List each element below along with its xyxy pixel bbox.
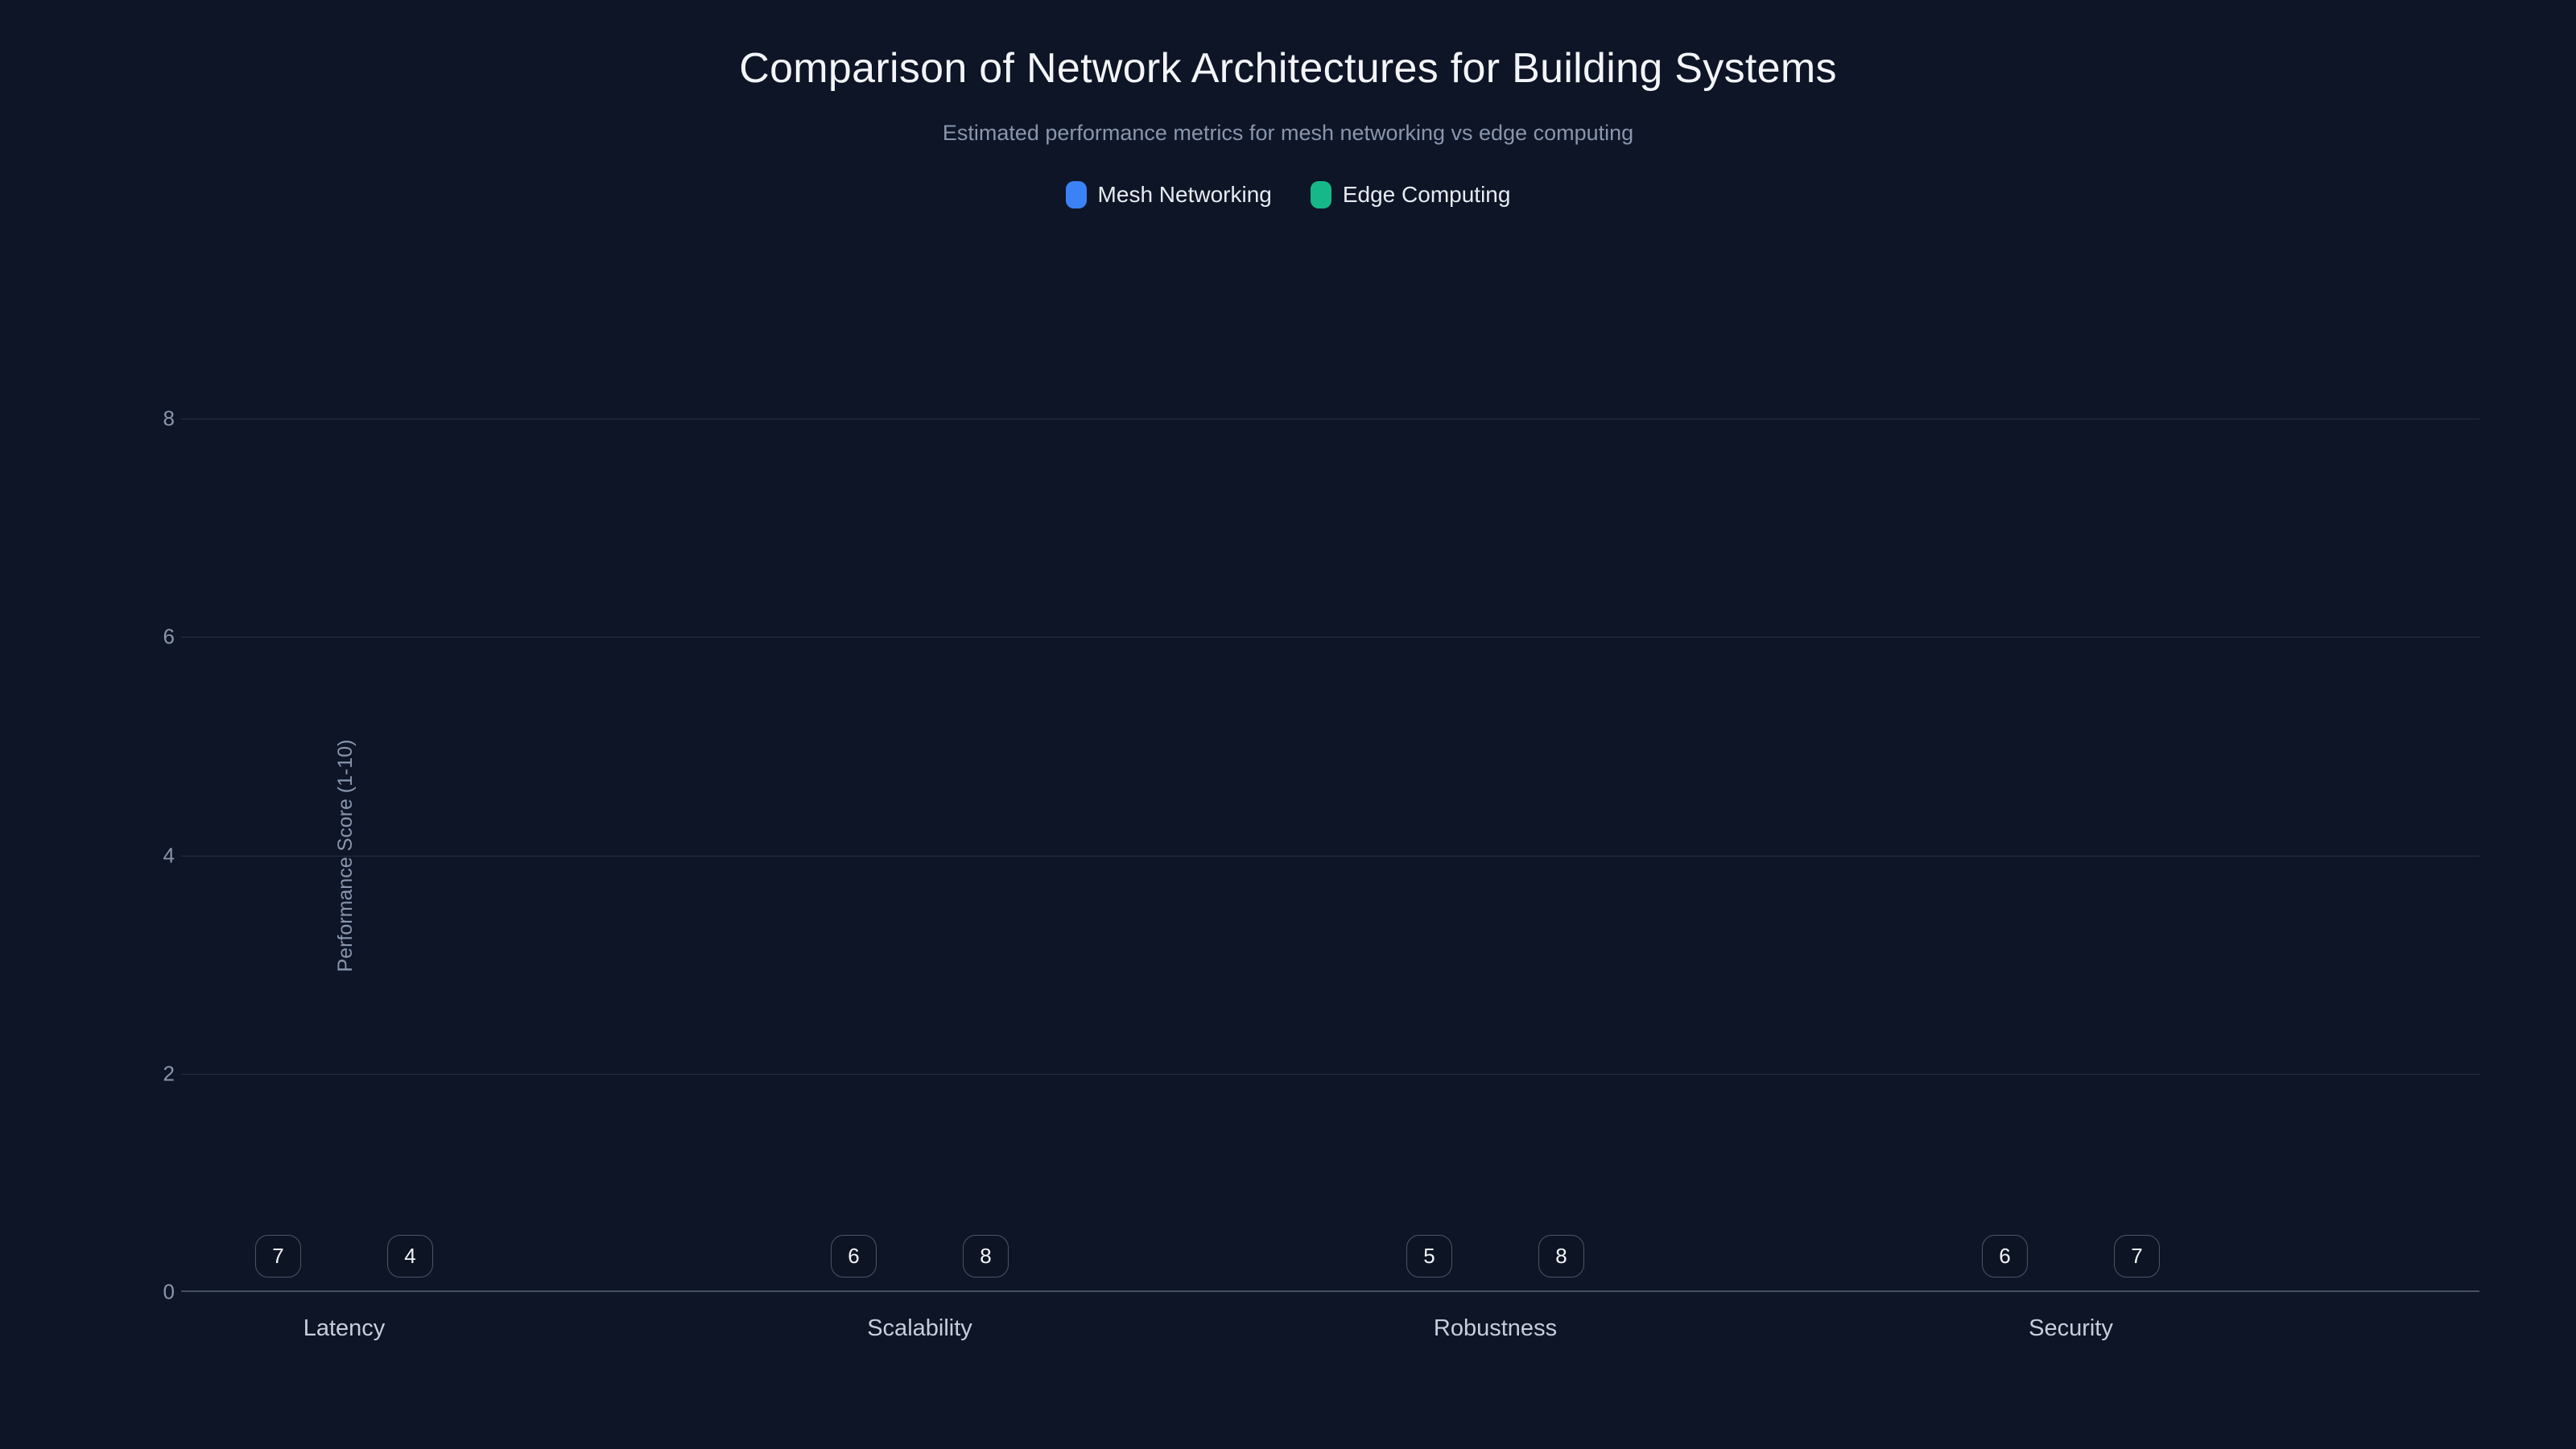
bar-value-robustness-mesh: 5 bbox=[1406, 1235, 1451, 1278]
category-label-robustness: Robustness bbox=[1352, 1315, 1638, 1342]
bar-value-scalability-edge: 8 bbox=[963, 1235, 1008, 1278]
bar-value-security-mesh: 6 bbox=[1982, 1235, 2027, 1278]
chart-subtitle: Estimated performance metrics for mesh n… bbox=[0, 121, 2576, 146]
y-tick-label-6: 6 bbox=[134, 625, 175, 650]
y-axis-title: Performance Score (1-10) bbox=[334, 739, 357, 972]
y-tick-label-2: 2 bbox=[134, 1061, 175, 1086]
legend-swatch-mesh-networking bbox=[1066, 181, 1087, 208]
x-axis-line bbox=[181, 1290, 2479, 1292]
plot-area: 8 6 4 2 0 Performance Score (1-10) 7 4 L… bbox=[181, 419, 2479, 1292]
bar-value-robustness-edge: 8 bbox=[1538, 1235, 1583, 1278]
category-label-security: Security bbox=[1928, 1315, 2214, 1342]
legend-item-mesh-networking[interactable]: Mesh Networking bbox=[1066, 181, 1272, 208]
gridline-4 bbox=[181, 856, 2479, 857]
bar-value-scalability-mesh: 6 bbox=[831, 1235, 876, 1278]
legend-label-mesh-networking: Mesh Networking bbox=[1098, 182, 1272, 208]
gridline-2 bbox=[181, 1074, 2479, 1075]
y-tick-label-0: 0 bbox=[134, 1280, 175, 1305]
gridline-6 bbox=[181, 637, 2479, 638]
y-tick-label-4: 4 bbox=[134, 843, 175, 868]
bar-value-latency-edge: 4 bbox=[387, 1235, 432, 1278]
bar-value-latency-mesh: 7 bbox=[255, 1235, 300, 1278]
chart-title: Comparison of Network Architectures for … bbox=[0, 44, 2576, 93]
category-label-scalability: Scalability bbox=[777, 1315, 1063, 1342]
legend-item-edge-computing[interactable]: Edge Computing bbox=[1311, 181, 1511, 208]
category-label-latency: Latency bbox=[201, 1315, 487, 1342]
y-tick-label-8: 8 bbox=[134, 407, 175, 431]
legend-label-edge-computing: Edge Computing bbox=[1343, 182, 1511, 208]
chart-legend: Mesh Networking Edge Computing bbox=[0, 181, 2576, 208]
chart-container: Comparison of Network Architectures for … bbox=[0, 0, 2576, 1449]
legend-swatch-edge-computing bbox=[1311, 181, 1331, 208]
bar-value-security-edge: 7 bbox=[2114, 1235, 2159, 1278]
